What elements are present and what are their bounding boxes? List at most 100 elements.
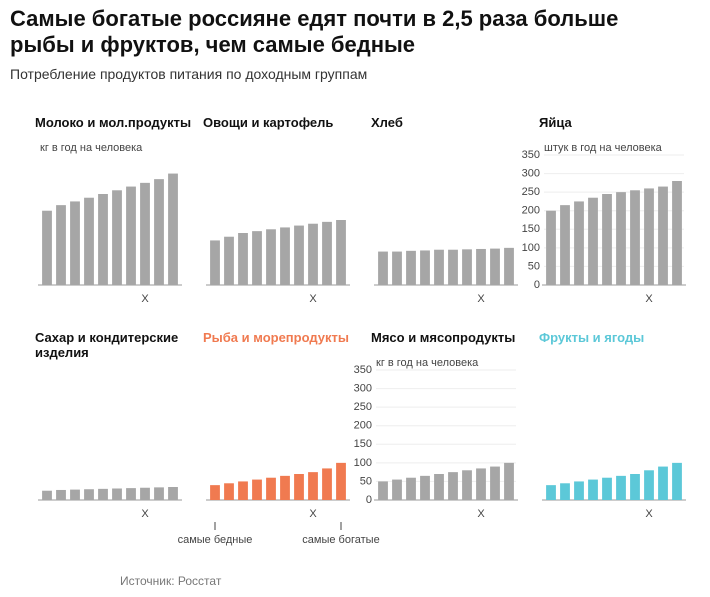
bar <box>574 201 584 285</box>
y-tick-label: 150 <box>522 223 540 235</box>
panel-title: Яйца <box>539 115 572 130</box>
panel-title: Фрукты и ягоды <box>539 330 645 345</box>
bar <box>602 194 612 285</box>
panel-title: Рыба и морепродукты <box>203 330 349 345</box>
x-axis-label: X <box>309 508 317 520</box>
bar <box>378 251 388 285</box>
x-axis-label: X <box>141 293 149 305</box>
panel-title: Овощи и картофель <box>203 115 334 130</box>
bar <box>322 468 332 500</box>
panel-title: Сахар и кондитерские изделия <box>35 330 179 360</box>
bar <box>644 188 654 285</box>
bar <box>84 197 94 285</box>
bar <box>546 485 556 500</box>
bar <box>574 481 584 500</box>
bar <box>462 470 472 500</box>
bar <box>238 233 248 285</box>
page-title: Самые богатые россияне едят почти в 2,5 … <box>10 6 619 57</box>
bar <box>224 483 234 500</box>
bar <box>630 190 640 285</box>
bar <box>56 489 66 500</box>
unit-label: кг в год на человека <box>376 357 479 369</box>
bar <box>266 477 276 500</box>
y-tick-label: 0 <box>534 279 540 291</box>
bar <box>56 205 66 285</box>
bar <box>588 197 598 285</box>
bar <box>644 470 654 500</box>
bar <box>588 479 598 500</box>
bar <box>658 186 668 285</box>
bar <box>476 468 486 500</box>
bar <box>126 488 136 500</box>
panel-title: Мясо и мясопродукты <box>371 330 516 345</box>
bar <box>504 247 514 285</box>
bar <box>602 477 612 500</box>
x-axis-label: X <box>477 293 485 305</box>
bar <box>490 466 500 500</box>
bar <box>252 231 262 285</box>
bar <box>616 475 626 500</box>
annotation: самые богатые <box>302 534 379 546</box>
bar <box>672 462 682 500</box>
bar <box>70 201 80 285</box>
bar <box>224 236 234 285</box>
y-tick-label: 150 <box>354 438 372 450</box>
y-tick-label: 300 <box>354 382 372 394</box>
bar <box>112 190 122 285</box>
x-axis-label: X <box>141 508 149 520</box>
bar <box>560 205 570 285</box>
bar <box>378 481 388 500</box>
bar <box>490 248 500 285</box>
y-tick-label: 250 <box>354 401 372 413</box>
bar <box>392 251 402 285</box>
y-tick-label: 300 <box>522 167 540 179</box>
bar <box>252 479 262 500</box>
bar <box>84 489 94 500</box>
bar <box>476 248 486 285</box>
page-subtitle: Потребление продуктов питания по доходны… <box>10 66 368 82</box>
x-axis-label: X <box>309 293 317 305</box>
bar <box>210 240 220 285</box>
bar <box>560 483 570 500</box>
y-tick-label: 350 <box>522 149 540 161</box>
bar <box>98 194 108 285</box>
bar <box>140 487 150 500</box>
annotation: самые бедные <box>178 534 253 546</box>
bar <box>546 210 556 285</box>
bar <box>238 481 248 500</box>
y-tick-label: 200 <box>354 420 372 432</box>
bar <box>406 250 416 285</box>
x-axis-label: X <box>477 508 485 520</box>
y-tick-label: 100 <box>354 457 372 469</box>
bar <box>168 487 178 500</box>
bar <box>210 485 220 500</box>
bar <box>294 474 304 500</box>
unit-label: кг в год на человека <box>40 142 143 154</box>
bar <box>462 249 472 285</box>
bar <box>630 474 640 500</box>
bar <box>308 223 318 285</box>
bar <box>336 462 346 500</box>
bar <box>504 462 514 500</box>
bar <box>112 488 122 500</box>
bar <box>266 229 276 285</box>
panel-title: Хлеб <box>371 115 403 130</box>
bar <box>42 490 52 500</box>
source: Источник: Росстат <box>120 574 222 588</box>
bar <box>308 472 318 500</box>
bar <box>42 210 52 285</box>
bar <box>336 220 346 285</box>
bar <box>168 173 178 285</box>
bar <box>322 221 332 285</box>
bar <box>140 182 150 285</box>
bar <box>98 488 108 500</box>
bar <box>154 179 164 285</box>
bar <box>434 474 444 500</box>
x-axis-label: X <box>645 293 653 305</box>
bar <box>658 466 668 500</box>
bar <box>616 192 626 285</box>
bar <box>154 487 164 500</box>
bar <box>126 186 136 285</box>
